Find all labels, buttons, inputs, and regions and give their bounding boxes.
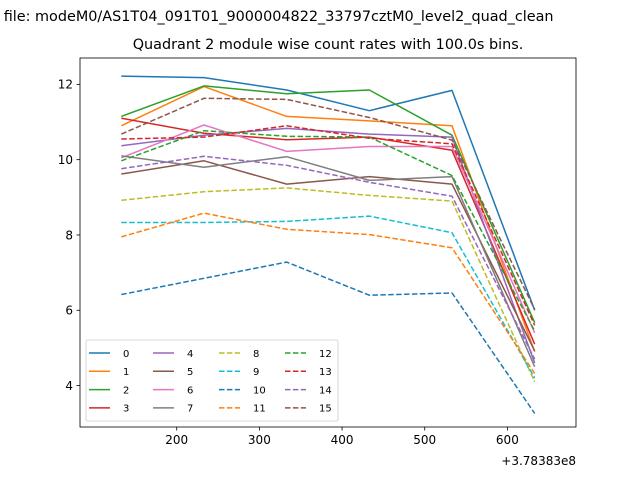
series-line-2 xyxy=(121,85,536,324)
legend-label-9: 9 xyxy=(253,367,259,378)
series-line-13 xyxy=(121,125,536,326)
legend-label-14: 14 xyxy=(319,385,332,396)
legend-label-3: 3 xyxy=(123,404,129,415)
y-tick-label: 6 xyxy=(65,304,73,318)
y-tick-label: 12 xyxy=(58,78,73,92)
x-tick-label: 600 xyxy=(496,433,519,447)
series-line-10 xyxy=(121,261,536,414)
legend-box xyxy=(85,339,339,422)
y-tick-label: 10 xyxy=(58,153,73,167)
series-line-6 xyxy=(121,124,536,334)
figure-suptitle: n file: modeM0/AS1T04_091T01_9000004822_… xyxy=(0,9,554,25)
y-tick-label: 4 xyxy=(65,379,73,393)
legend-label-4: 4 xyxy=(187,349,193,360)
legend-label-2: 2 xyxy=(123,385,129,396)
legend-label-8: 8 xyxy=(253,349,259,360)
series-line-8 xyxy=(121,187,536,383)
legend-label-6: 6 xyxy=(187,385,193,396)
y-tick-label: 8 xyxy=(65,228,73,242)
legend-label-7: 7 xyxy=(187,404,193,415)
legend-label-12: 12 xyxy=(319,349,332,360)
chart-title: Quadrant 2 module wise count rates with … xyxy=(133,37,524,53)
x-tick-label: 500 xyxy=(413,433,436,447)
x-tick-label: 400 xyxy=(331,433,354,447)
plot-frame xyxy=(79,57,577,428)
series-line-7 xyxy=(121,155,536,368)
series-line-14 xyxy=(121,155,536,360)
series-line-1 xyxy=(120,85,536,352)
series-line-15 xyxy=(121,97,536,310)
series-line-12 xyxy=(121,129,536,332)
legend-label-5: 5 xyxy=(187,367,193,378)
series-line-11 xyxy=(121,212,536,374)
legend-label-10: 10 xyxy=(253,385,266,396)
series-line-0 xyxy=(121,75,536,311)
legend-label-1: 1 xyxy=(123,367,129,378)
legend-label-13: 13 xyxy=(319,367,332,378)
series-line-5 xyxy=(121,160,536,352)
legend-label-15: 15 xyxy=(319,404,332,415)
series-line-9 xyxy=(121,215,536,379)
x-tick-label: 200 xyxy=(165,433,188,447)
x-tick-label: 300 xyxy=(248,433,271,447)
series-lines xyxy=(120,75,536,414)
x-offset-label: +3.78383e8 xyxy=(501,454,576,468)
legend-label-11: 11 xyxy=(253,404,266,415)
legend-label-0: 0 xyxy=(123,349,129,360)
